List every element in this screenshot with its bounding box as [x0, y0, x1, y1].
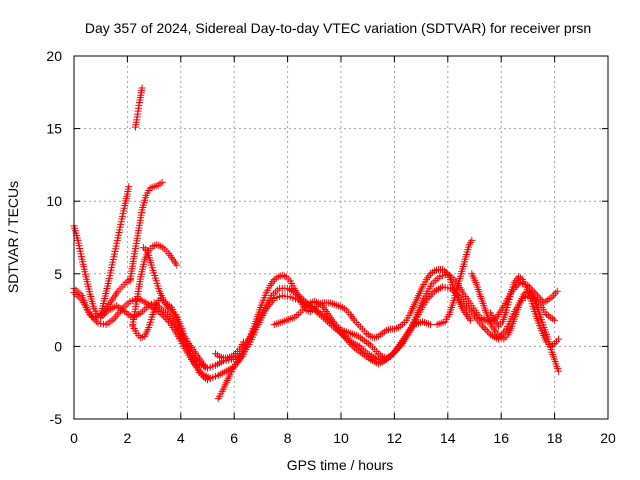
data-point-marker	[483, 327, 491, 335]
x-tick-label: 4	[177, 430, 185, 446]
data-point-marker	[125, 183, 133, 191]
x-tick-label: 12	[387, 430, 403, 446]
data-point-marker	[158, 310, 166, 318]
data-point-marker	[331, 323, 339, 331]
data-point-marker	[165, 317, 173, 325]
data-point-marker	[514, 280, 522, 288]
data-point-marker	[206, 374, 214, 382]
data-point-marker	[138, 84, 146, 92]
x-tick-label: 6	[230, 430, 238, 446]
data-point-marker	[346, 339, 354, 347]
axis-ticks: 0 2 4 6 8 10 12 14 16 18 20 -5 0 5 10 15 20	[46, 48, 616, 446]
data-point-marker	[173, 261, 181, 269]
data-point-marker	[466, 316, 474, 324]
data-point-marker	[89, 314, 97, 322]
data-point-marker	[158, 178, 166, 186]
y-tick-label: 15	[46, 121, 62, 137]
data-point-marker	[424, 294, 432, 302]
data-point-marker	[429, 289, 437, 297]
x-tick-label: 20	[600, 430, 616, 446]
y-tick-label: 10	[46, 193, 62, 209]
y-tick-label: 5	[54, 266, 62, 282]
data-point-marker	[482, 326, 490, 334]
data-points	[70, 84, 563, 403]
data-point-marker	[163, 316, 171, 324]
data-point-marker	[550, 291, 558, 299]
y-tick-label: 20	[46, 48, 62, 64]
data-point-marker	[485, 329, 493, 337]
data-point-marker	[161, 314, 169, 322]
x-tick-label: 8	[284, 430, 292, 446]
x-tick-label: 0	[70, 430, 78, 446]
data-point-marker	[553, 287, 561, 295]
y-tick-label: 0	[54, 338, 62, 354]
data-point-marker	[555, 367, 563, 375]
x-tick-label: 14	[440, 430, 456, 446]
x-tick-label: 18	[547, 430, 563, 446]
data-point-marker	[480, 324, 488, 332]
data-point-marker	[551, 289, 559, 297]
x-tick-label: 2	[124, 430, 132, 446]
data-point-marker	[427, 291, 435, 299]
data-point-marker	[92, 317, 100, 325]
grid	[74, 56, 608, 419]
chart-title: Day 357 of 2024, Sidereal Day-to-day VTE…	[85, 20, 591, 36]
data-point-marker	[201, 363, 209, 371]
data-point-marker	[347, 340, 355, 348]
y-tick-label: -5	[50, 411, 63, 427]
data-point-marker	[341, 333, 349, 341]
x-tick-label: 10	[333, 430, 349, 446]
data-point-marker	[426, 292, 434, 300]
data-point-marker	[91, 316, 99, 324]
data-point-marker	[86, 310, 94, 318]
data-point-marker	[349, 342, 357, 350]
x-axis-label: GPS time / hours	[287, 457, 394, 473]
data-point-marker	[479, 322, 487, 330]
data-point-marker	[422, 296, 430, 304]
y-axis-label: SDTVAR / TECUs	[5, 181, 21, 293]
data-point-marker	[240, 338, 248, 346]
data-point-marker	[468, 236, 476, 244]
data-point-marker	[344, 337, 352, 345]
data-point-marker	[426, 321, 434, 329]
data-point-marker	[339, 332, 347, 340]
data-point-marker	[88, 312, 96, 320]
data-point-marker	[342, 335, 350, 343]
x-tick-label: 16	[493, 430, 509, 446]
data-point-marker	[160, 312, 168, 320]
data-point-marker	[555, 335, 563, 343]
data-point-marker	[551, 316, 559, 324]
